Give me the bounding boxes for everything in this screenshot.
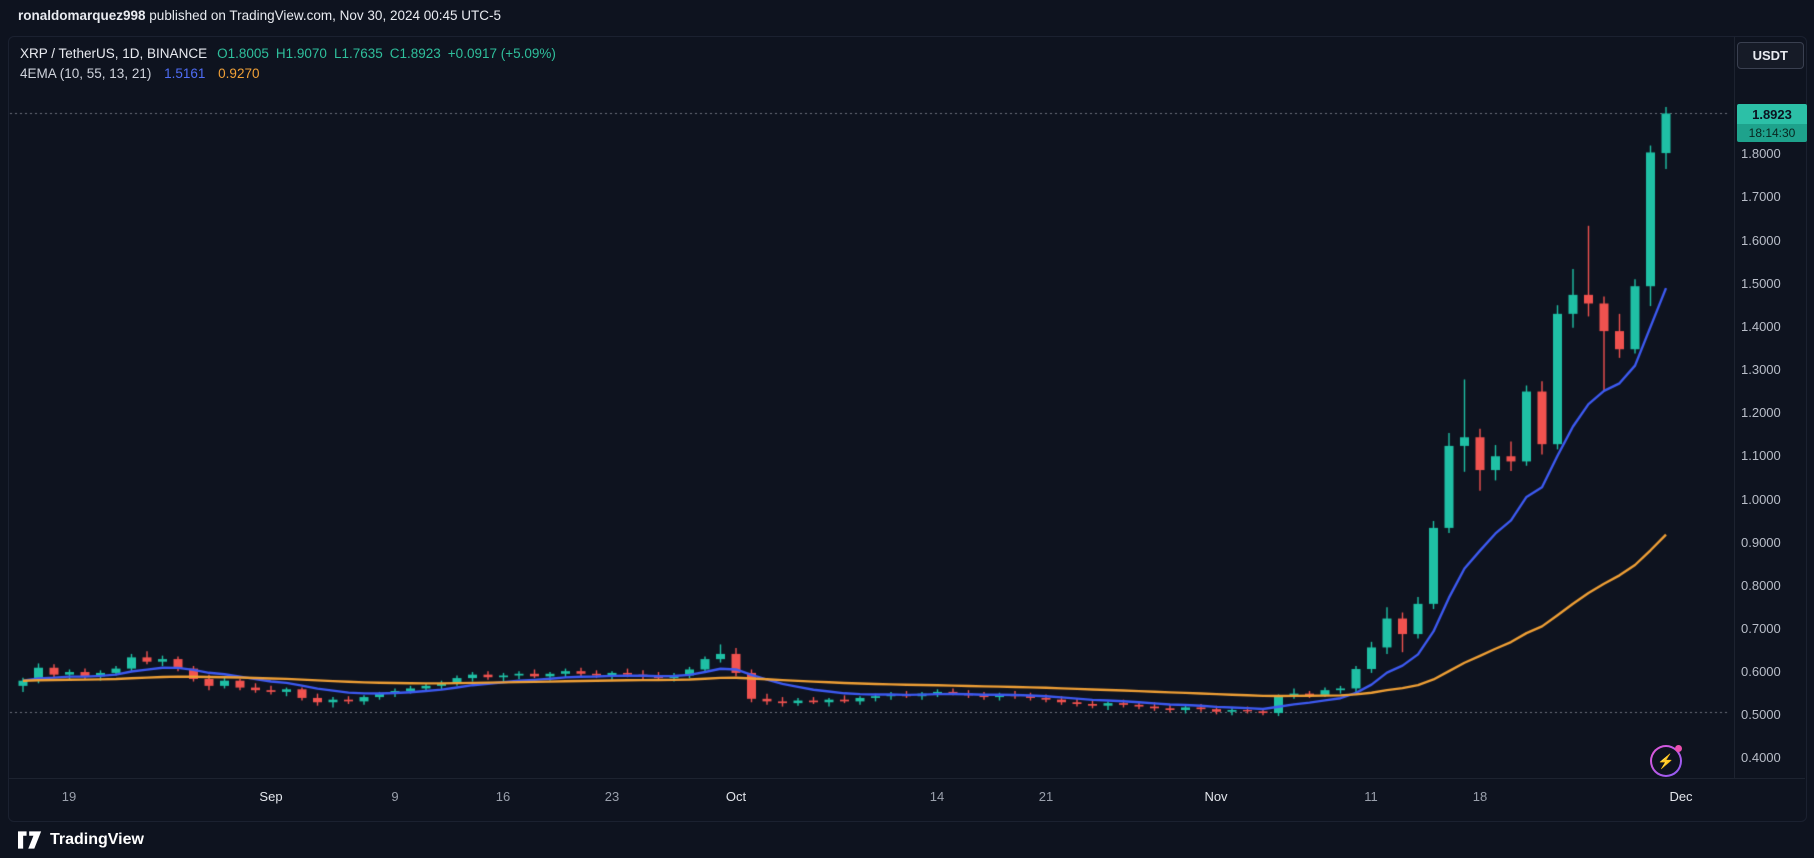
time-axis-separator [9,778,1805,779]
chart-legend: XRP / TetherUS, 1D, BINANCE O1.8005 H1.907… [20,44,556,84]
time-axis-label: Dec [1669,789,1693,804]
time-axis-label: 23 [604,789,620,804]
price-axis-separator [1734,37,1735,778]
time-axis-label: 16 [495,789,511,804]
price-axis-label: 0.4000 [1741,750,1781,765]
boost-icon[interactable]: ⚡ [1650,745,1682,777]
price-axis-label: 1.1000 [1741,448,1781,463]
price-axis-label: 1.0000 [1741,492,1781,507]
price-axis-label: 1.3000 [1741,362,1781,377]
price-axis-label: 1.7000 [1741,189,1781,204]
price-axis-label: 1.4000 [1741,319,1781,334]
indicator-value-fast: 1.5161 [164,66,206,81]
price-axis-label: 0.6000 [1741,664,1781,679]
tradingview-wordmark[interactable]: TradingView [50,831,144,848]
symbol-title: XRP / TetherUS, 1D, BINANCE [20,46,208,61]
high-value: 1.9070 [285,46,327,61]
high-label: H [275,46,286,61]
price-axis-label: 1.5000 [1741,276,1781,291]
close-label: C [389,46,400,61]
indicator-name: 4EMA (10, 55, 13, 21) [20,66,152,81]
low-value: 1.7635 [341,46,383,61]
time-axis-label: 14 [929,789,945,804]
open-label: O [217,46,228,61]
price-axis-label: 1.2000 [1741,405,1781,420]
low-label: L [333,46,342,61]
close-value: 1.8923 [399,46,441,61]
time-axis-label: 11 [1364,789,1378,804]
lightning-icon: ⚡ [1657,753,1675,769]
time-axis-label: Sep [259,789,283,804]
price-axis-label: 1.8000 [1741,146,1781,161]
change-value: +0.0917 (+5.09%) [447,46,556,61]
indicator-value-slow: 0.9270 [218,66,260,81]
open-value: 1.8005 [227,46,269,61]
tradingview-logo-icon [18,831,42,849]
time-axis-label: 19 [61,789,77,804]
currency-toggle-button[interactable]: USDT [1736,42,1804,69]
time-axis-label: 9 [391,789,399,804]
time-axis-label: Nov [1204,789,1228,804]
time-axis-label: 18 [1472,789,1488,804]
price-axis-label: 1.6000 [1741,233,1781,248]
bar-countdown: 18:14:30 [1737,124,1807,142]
time-axis-label: 21 [1038,789,1054,804]
last-price-value: 1.8923 [1737,104,1807,124]
price-axis-label: 0.9000 [1741,535,1781,550]
footer: TradingView [18,830,144,850]
price-axis-label: 0.8000 [1741,578,1781,593]
symbol-row: XRP / TetherUS, 1D, BINANCE O1.8005 H1.907… [20,44,556,64]
time-axis-label: Oct [725,789,747,804]
indicator-row: 4EMA (10, 55, 13, 21) 1.5161 0.9270 [20,64,556,84]
price-axis-label: 0.5000 [1741,707,1781,722]
notification-dot [1675,745,1682,752]
last-price-badge: 1.8923 18:14:30 [1737,104,1807,142]
price-axis-label: 0.7000 [1741,621,1781,636]
